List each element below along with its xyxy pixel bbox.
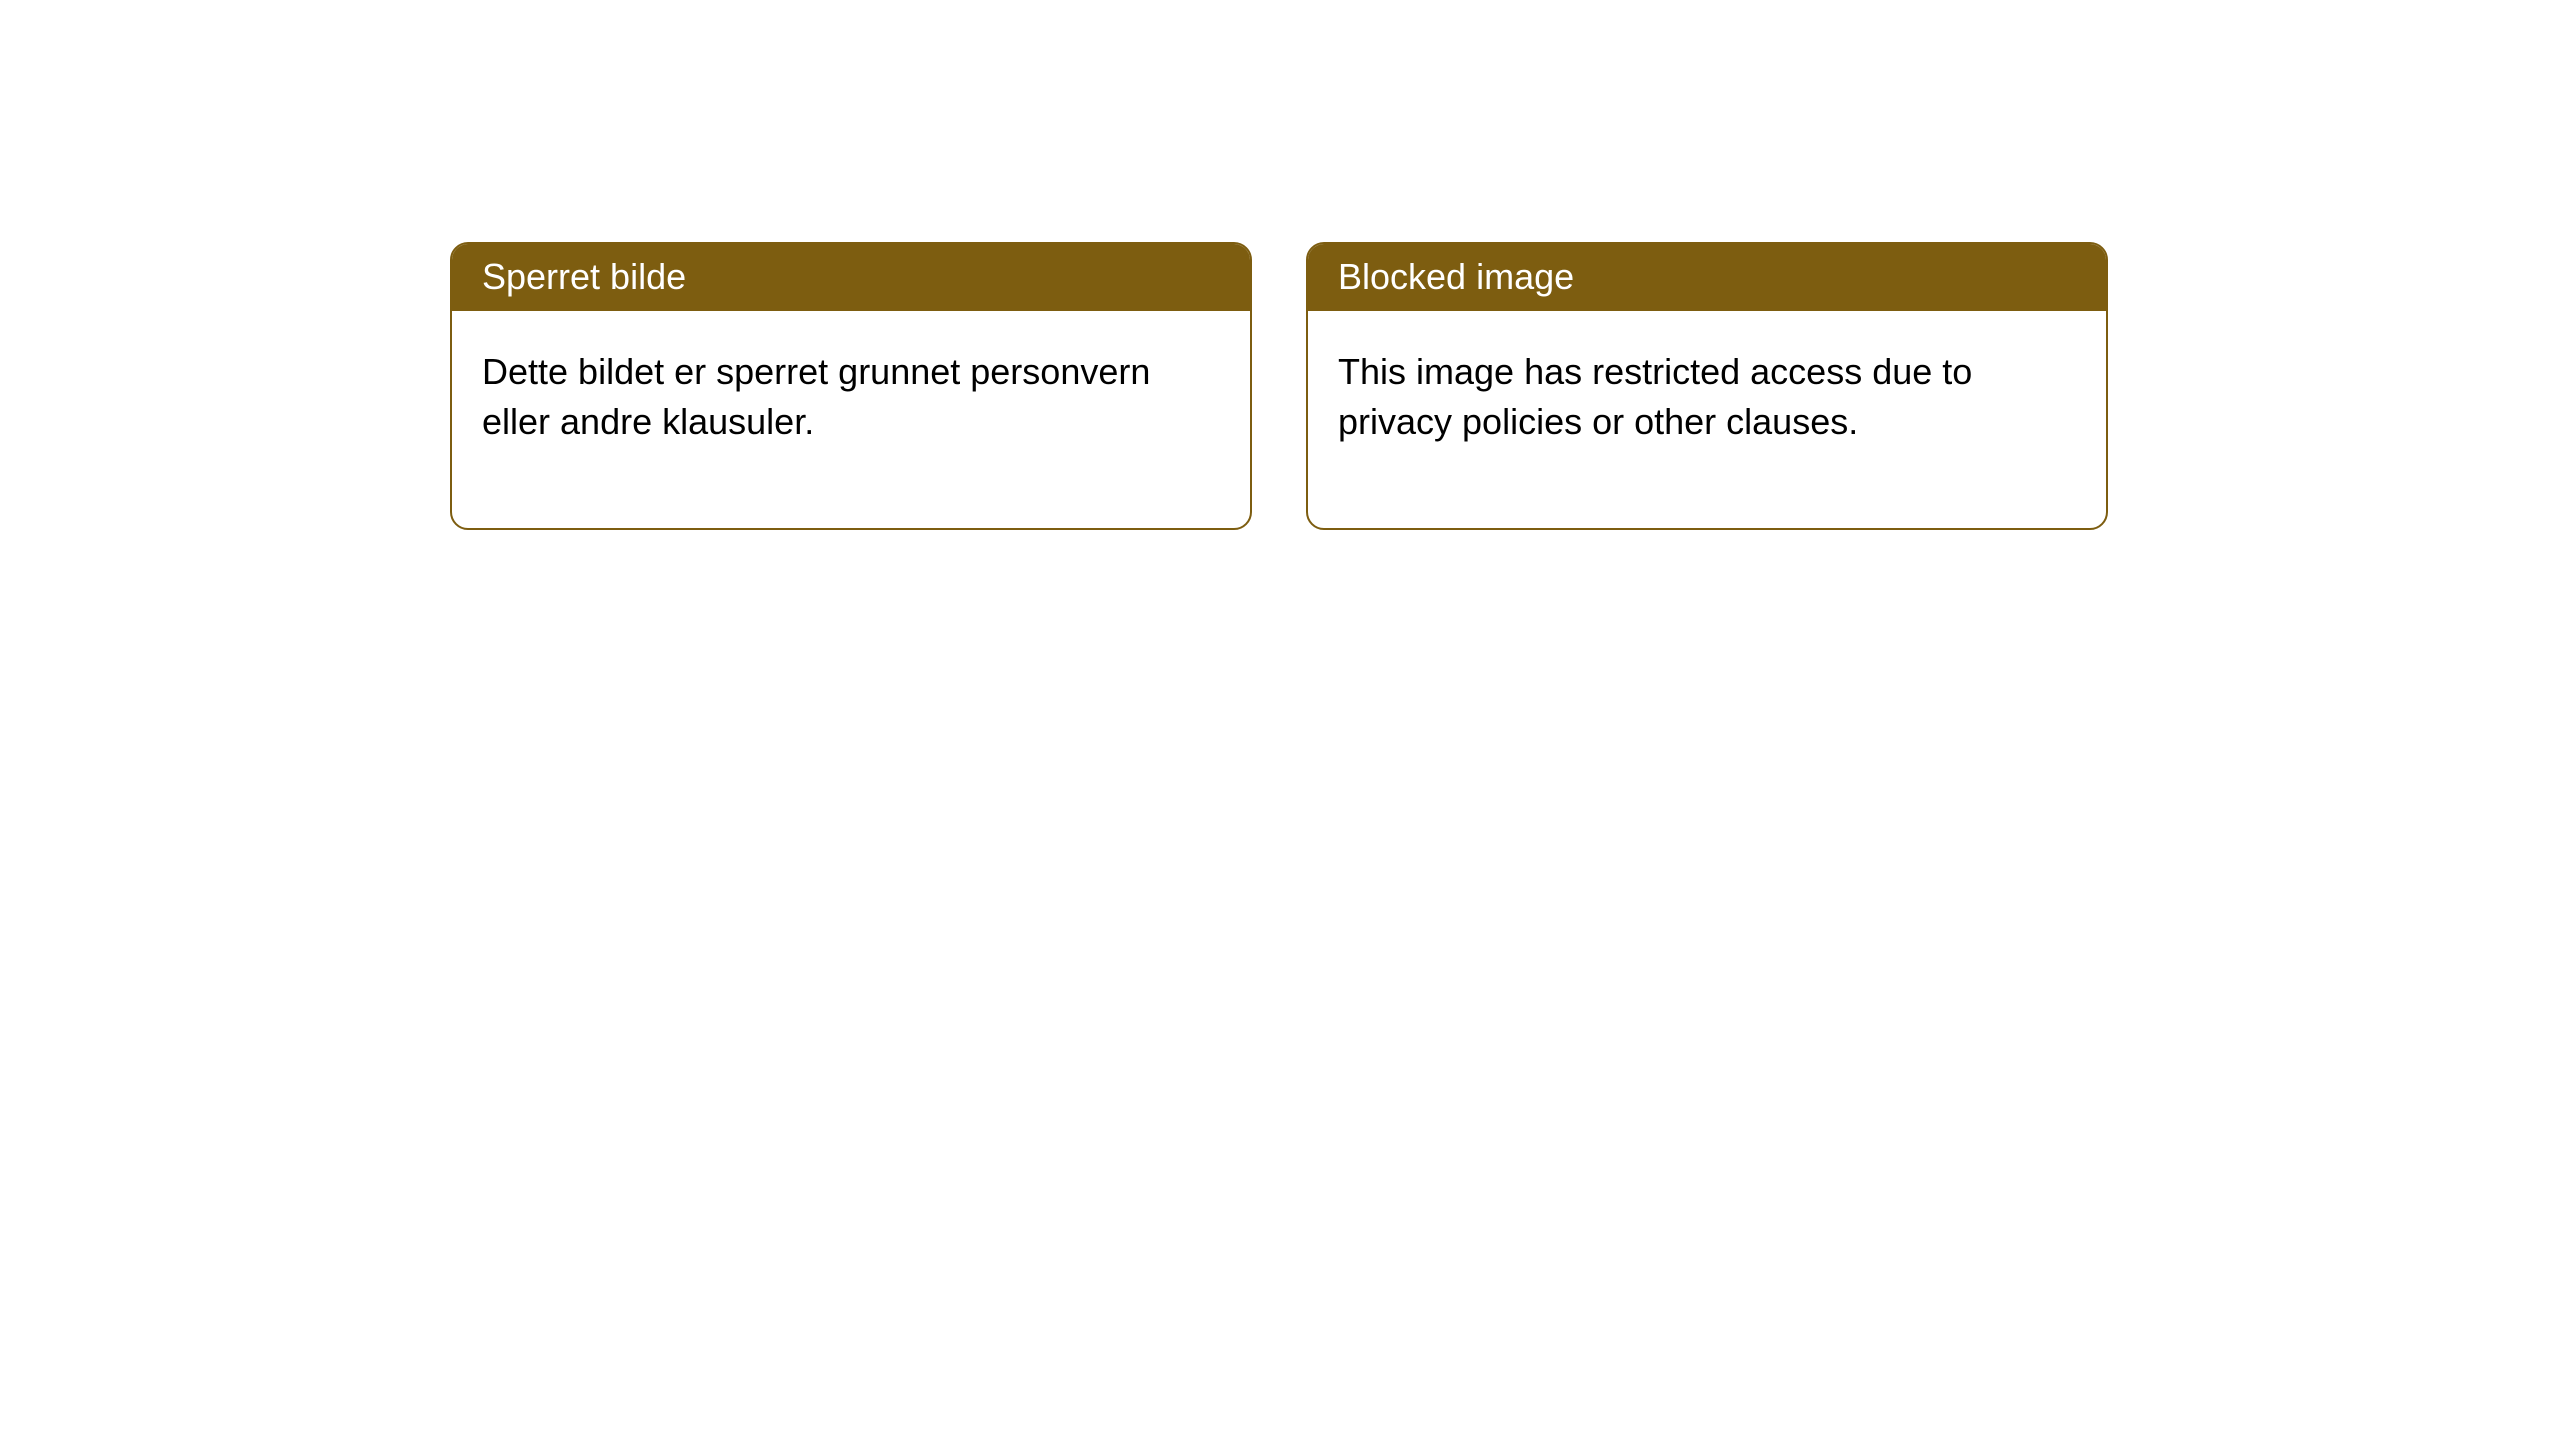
- notice-body: This image has restricted access due to …: [1308, 311, 2106, 528]
- notice-container: Sperret bilde Dette bildet er sperret gr…: [450, 242, 2108, 530]
- notice-box-english: Blocked image This image has restricted …: [1306, 242, 2108, 530]
- notice-header: Sperret bilde: [452, 244, 1250, 311]
- notice-title: Sperret bilde: [482, 256, 686, 297]
- notice-box-norwegian: Sperret bilde Dette bildet er sperret gr…: [450, 242, 1252, 530]
- notice-header: Blocked image: [1308, 244, 2106, 311]
- notice-title: Blocked image: [1338, 256, 1574, 297]
- notice-body: Dette bildet er sperret grunnet personve…: [452, 311, 1250, 528]
- notice-body-text: This image has restricted access due to …: [1338, 351, 1972, 442]
- notice-body-text: Dette bildet er sperret grunnet personve…: [482, 351, 1150, 442]
